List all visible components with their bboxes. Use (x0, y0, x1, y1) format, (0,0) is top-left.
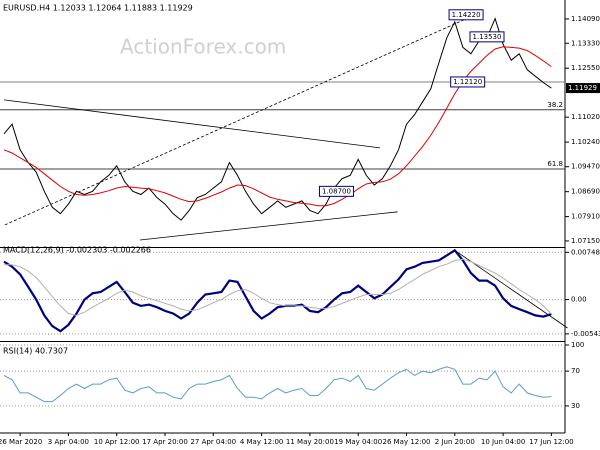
panel-title: EURUSD.H4 1.12033 1.12064 1.11883 1.1192… (3, 4, 193, 13)
x-tick-label: 26 Mar 2020 (0, 438, 42, 446)
level-label: 38.2 (547, 101, 563, 109)
y-tick-label: 1.10240 (571, 138, 600, 146)
x-tick-label: 10 Apr 12:00 (94, 438, 140, 446)
level-label: 61.8 (547, 160, 563, 168)
annotation-box (450, 76, 486, 88)
annotation-label: 1.08700 (322, 187, 351, 195)
x-tick-label: 19 May 04:00 (334, 438, 382, 446)
x-tick-label: 26 May 12:00 (382, 438, 430, 446)
y-tick-label: 1.09470 (571, 163, 600, 171)
panel-title: RSI(14) 40.7307 (3, 347, 68, 356)
y-tick-label: 1.14090 (571, 15, 600, 23)
x-tick-label: 27 Apr 04:00 (190, 438, 236, 446)
panel-title: MACD(12,26,9) -0.002303 -0.002266 (3, 246, 151, 255)
annotation-box (469, 31, 505, 43)
series-line (3, 17, 552, 221)
series-line (3, 366, 552, 403)
annotation-box (448, 9, 484, 21)
x-tick-label: 17 Apr 20:00 (142, 438, 188, 446)
annotation-label: 1.13530 (473, 33, 502, 41)
trendline (140, 211, 398, 241)
y-tick-label: 1.11020 (571, 113, 600, 121)
annotation-label: 1.14220 (452, 11, 481, 19)
y-tick-label: 30 (571, 402, 580, 410)
x-tick-label: 4 May 12:00 (240, 438, 284, 446)
y-tick-label: 1.08690 (571, 188, 600, 196)
y-tick-label: 0.007485 (571, 248, 600, 256)
y-tick-label: 1.07150 (571, 237, 600, 245)
x-tick-label: 2 Jun 20:00 (435, 438, 475, 446)
x-tick-label: 17 Jun 12:00 (529, 438, 573, 446)
series-line (4, 258, 552, 316)
x-tick-label: 3 Apr 04:00 (48, 438, 89, 446)
y-tick-label: 0.00 (571, 296, 587, 304)
y-tick-label: 70 (571, 367, 580, 375)
x-tick-label: 11 May 20:00 (286, 438, 334, 446)
y-tick-label: 1.12550 (571, 64, 600, 72)
annotation-label: 1.12120 (453, 78, 482, 86)
y-tick-label: 100 (571, 341, 584, 349)
annotation-box (318, 185, 354, 197)
watermark: ActionForex.com (120, 35, 286, 59)
x-tick-label: 10 Jun 04:00 (481, 438, 525, 446)
last-price-label: 1.11929 (568, 84, 597, 92)
trendline (3, 99, 380, 149)
last-price-box (566, 83, 600, 94)
series-line (3, 248, 552, 333)
y-tick-label: 1.13330 (571, 39, 600, 47)
y-tick-label: 1.07910 (571, 213, 600, 221)
y-tick-label: -0.005431 (571, 330, 600, 338)
